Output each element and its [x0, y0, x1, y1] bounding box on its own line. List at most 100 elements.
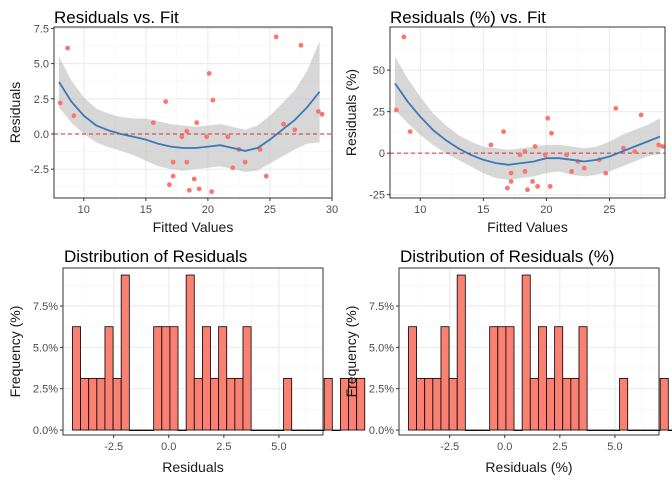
histogram-bar — [153, 326, 163, 431]
x-tick-label: 2.5 — [216, 441, 231, 453]
data-point — [504, 185, 510, 191]
histogram-bar — [128, 429, 138, 431]
histogram-bar — [331, 429, 341, 431]
data-point — [525, 187, 530, 193]
histogram-bar — [424, 377, 434, 431]
x-tick-label: 20 — [540, 204, 552, 216]
x-tick-label: 2.5 — [552, 441, 567, 453]
x-tick-label: 25 — [264, 204, 276, 216]
histogram-bar — [416, 377, 426, 431]
y-tick-label: 50 — [373, 65, 385, 77]
histogram-bar — [586, 429, 596, 431]
histogram-bar — [275, 429, 284, 431]
histogram-bar — [619, 377, 629, 431]
histogram-bar — [137, 429, 146, 431]
x-tick-label: 25 — [603, 204, 615, 216]
y-tick-label: 5.0% — [33, 342, 58, 354]
data-point — [603, 170, 609, 176]
loess-smooth-line — [58, 81, 321, 152]
data-point — [257, 147, 263, 152]
histogram-bar — [440, 326, 450, 431]
histogram-bar — [489, 326, 499, 431]
y-tick-label: 7.5% — [33, 301, 58, 313]
data-point — [179, 134, 185, 140]
histogram-bar — [570, 377, 580, 431]
histogram-bar — [578, 326, 588, 431]
panel-border — [398, 267, 660, 436]
y-tick-label: 25 — [373, 107, 385, 119]
data-point — [488, 142, 494, 148]
histogram-bar — [432, 377, 442, 431]
y-tick-label: 2.5 — [34, 94, 49, 106]
y-tick-label: 2.5% — [33, 384, 58, 396]
histogram-bar — [529, 377, 539, 431]
data-point — [194, 120, 200, 126]
data-point — [163, 99, 169, 104]
x-tick-label: -2.5 — [440, 441, 459, 453]
data-point — [184, 128, 190, 134]
data-point — [638, 112, 644, 118]
data-point — [613, 105, 619, 111]
histogram-bar — [291, 429, 301, 431]
data-point — [209, 189, 215, 195]
data-point — [508, 170, 514, 176]
data-point — [186, 187, 192, 193]
x-tick-label: 0.0 — [497, 441, 512, 453]
histogram-bar — [448, 377, 458, 431]
data-point — [393, 107, 399, 113]
x-tick-label: 15 — [477, 204, 489, 216]
histogram-bar — [464, 429, 474, 431]
panel-border — [62, 267, 324, 436]
residuals-histogram-chart: -2.5 0.0 2.5 5.0 0.0% 2.5% 5.0% 7.5% Distributio… — [7, 247, 366, 475]
chart-title: Distribution of Residuals (%) — [400, 247, 614, 266]
x-tick-label: 5.0 — [607, 441, 622, 453]
data-point — [535, 183, 540, 189]
data-point — [206, 71, 212, 76]
x-tick-label: 5.0 — [271, 441, 286, 453]
histogram-bar — [513, 429, 523, 431]
y-tick-label: 7.5 — [34, 23, 49, 35]
y-tick-label: 0.0 — [34, 129, 49, 141]
panel-border — [53, 26, 333, 199]
data-point — [196, 186, 202, 192]
x-tick-label: 20 — [202, 204, 214, 216]
residuals-pct-vs-fit-chart: 10 15 20 25 -25 0 25 50 Residuals (%) vs. Fit Fit… — [343, 8, 666, 235]
panel-border — [389, 26, 666, 199]
histogram-bar — [356, 377, 366, 431]
data-point — [581, 165, 587, 171]
histogram-bar — [258, 429, 268, 431]
data-point — [319, 111, 325, 117]
data-point — [230, 165, 236, 171]
data-point — [522, 149, 528, 154]
y-tick-label: 2.5% — [369, 384, 394, 396]
data-point — [167, 182, 172, 188]
data-point — [170, 159, 176, 165]
x-tick-label: -2.5 — [104, 441, 123, 453]
histogram-bar — [169, 326, 179, 431]
histogram-bar — [594, 429, 604, 431]
data-point — [522, 169, 528, 174]
histogram-bar — [120, 274, 130, 431]
histogram-bar — [242, 326, 252, 431]
confidence-band — [59, 41, 320, 172]
chart-title: Residuals vs. Fit — [54, 8, 179, 27]
histogram-bar — [659, 377, 669, 431]
histogram-bar — [250, 429, 260, 431]
data-point — [150, 120, 156, 126]
histogram-bar — [602, 429, 612, 431]
histogram-bar — [521, 274, 531, 431]
data-point — [204, 134, 210, 140]
histogram-bar — [218, 326, 228, 431]
data-point — [263, 173, 269, 179]
loess-smooth-line — [394, 82, 661, 166]
data-point — [65, 45, 71, 51]
data-point — [549, 130, 554, 136]
histogram-bar — [505, 326, 515, 431]
x-axis-title: Residuals — [162, 459, 223, 475]
chart-title: Residuals (%) vs. Fit — [390, 8, 546, 27]
data-point — [281, 121, 286, 127]
histogram-bar — [546, 377, 556, 431]
histogram-bar — [226, 377, 236, 431]
